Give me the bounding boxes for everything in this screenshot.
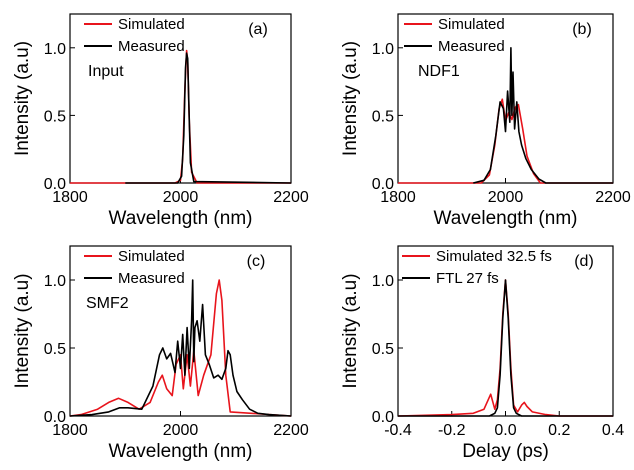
x-tick-label: 2200 xyxy=(273,189,309,206)
x-tick-label: 0.4 xyxy=(602,422,624,439)
panel-c: 1800 2000 2200 0.0 0.5 1.0 Wavelength (nm) Inte… xyxy=(12,245,309,462)
x-tick-label: 2000 xyxy=(163,189,199,206)
x-tick-label: 1800 xyxy=(52,189,88,206)
legend-label: Measured xyxy=(118,270,185,287)
y-tick-label: 1.0 xyxy=(44,41,66,58)
legend-label: Measured xyxy=(118,38,185,55)
series-line-black xyxy=(125,52,292,184)
legend-label: Simulated 32.5 fs xyxy=(436,248,552,265)
legend-label: Measured xyxy=(438,38,505,55)
sample-annotation: NDF1 xyxy=(418,63,460,80)
x-tick-label: -0.2 xyxy=(438,422,466,439)
y-tick-label: 0.0 xyxy=(372,409,394,426)
x-tick-label: 1800 xyxy=(380,189,416,206)
series-line-red xyxy=(69,279,292,417)
legend-label: Simulated xyxy=(438,16,505,33)
x-tick-label: 0.2 xyxy=(548,422,570,439)
x-tick-label: 1800 xyxy=(52,422,88,439)
series-line-black xyxy=(473,47,613,184)
y-axis-label: Intensity (a.u) xyxy=(12,41,33,156)
x-tick-label: 2200 xyxy=(595,189,631,206)
x-tick-label: 0.0 xyxy=(494,422,516,439)
series-line-black xyxy=(69,279,292,417)
series-line-red xyxy=(397,279,613,417)
x-tick-label: 2000 xyxy=(488,189,524,206)
y-tick-label: 0.5 xyxy=(44,108,66,125)
sample-annotation: Input xyxy=(88,63,124,80)
panel-b: 1800 2000 2200 0.0 0.5 1.0 Wavelength (nm) Inte… xyxy=(340,13,631,229)
y-tick-label: 1.0 xyxy=(372,273,394,290)
panel-label: (c) xyxy=(247,253,266,270)
y-tick-label: 0.5 xyxy=(372,108,394,125)
legend-label: Simulated xyxy=(118,248,185,265)
panel-label: (a) xyxy=(248,21,268,38)
y-tick-label: 0.5 xyxy=(44,341,66,358)
y-tick-label: 0.5 xyxy=(372,341,394,358)
x-axis-label: Wavelength (nm) xyxy=(109,208,253,229)
y-tick-label: 1.0 xyxy=(372,41,394,58)
sample-annotation: SMF2 xyxy=(86,295,129,312)
y-tick-label: 1.0 xyxy=(44,273,66,290)
x-axis-label: Wavelength (nm) xyxy=(109,441,253,462)
y-tick-label: 0.0 xyxy=(44,176,66,193)
panel-label: (d) xyxy=(574,253,594,270)
x-tick-label: 2200 xyxy=(273,422,309,439)
x-axis-label: Delay (ps) xyxy=(462,441,549,462)
plot-frame xyxy=(397,13,614,184)
legend-label: FTL 27 fs xyxy=(436,270,499,287)
x-tick-label: -0.4 xyxy=(384,422,412,439)
series-line-red xyxy=(398,98,613,184)
x-tick-label: 2000 xyxy=(163,422,199,439)
y-axis-label: Intensity (a.u) xyxy=(340,41,361,156)
panel-a: 1800 2000 2200 0.0 0.5 1.0 Wavelength (nm) Inte… xyxy=(12,13,309,229)
legend-label: Simulated xyxy=(118,16,185,33)
panel-label: (b) xyxy=(572,21,592,38)
y-axis-label: Intensity (a.u) xyxy=(340,273,361,388)
series-line-black xyxy=(398,279,613,417)
y-tick-label: 0.0 xyxy=(44,409,66,426)
panel-d: -0.4 -0.2 0.0 0.2 0.4 0.0 0.5 1.0 Delay (ps) Inte… xyxy=(340,245,624,462)
y-tick-label: 0.0 xyxy=(372,176,394,193)
x-axis-label: Wavelength (nm) xyxy=(434,208,578,229)
plot-frame xyxy=(397,245,614,417)
y-axis-label: Intensity (a.u) xyxy=(12,273,33,388)
